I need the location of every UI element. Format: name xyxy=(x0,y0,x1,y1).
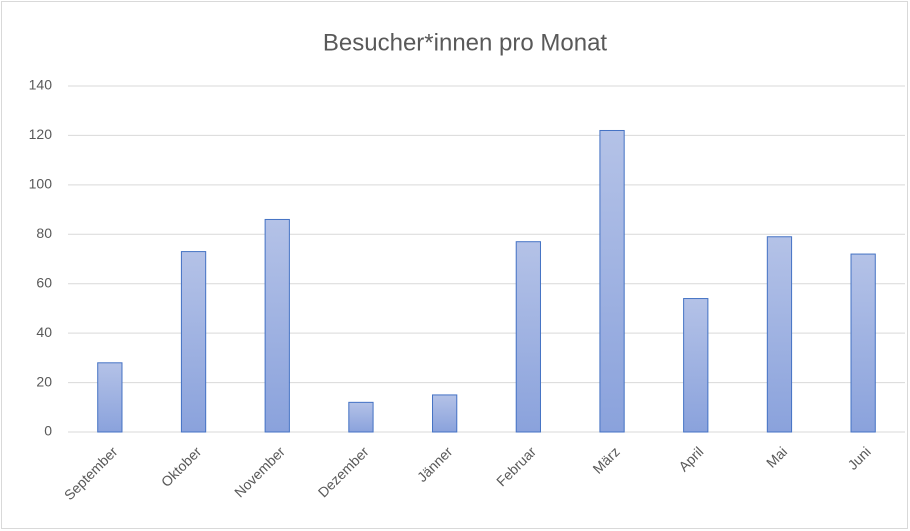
bar xyxy=(683,298,709,433)
y-tick-label: 120 xyxy=(29,126,53,142)
bar xyxy=(264,218,290,433)
bar xyxy=(599,129,625,433)
y-tick-label: 100 xyxy=(29,176,53,192)
bar xyxy=(432,394,458,433)
bar xyxy=(766,236,793,433)
y-tick-label: 20 xyxy=(36,373,52,389)
y-tick-label: 60 xyxy=(36,274,52,290)
bar xyxy=(180,251,207,433)
y-tick-label: 0 xyxy=(44,423,52,439)
chart-title: Besucher*innen pro Monat xyxy=(323,29,608,56)
y-tick-label: 140 xyxy=(29,77,53,93)
y-tick-label: 40 xyxy=(36,324,52,340)
bar xyxy=(515,241,541,433)
y-tick-label: 80 xyxy=(36,225,52,241)
bar xyxy=(97,362,123,433)
bar xyxy=(850,253,876,433)
bar xyxy=(348,401,374,433)
